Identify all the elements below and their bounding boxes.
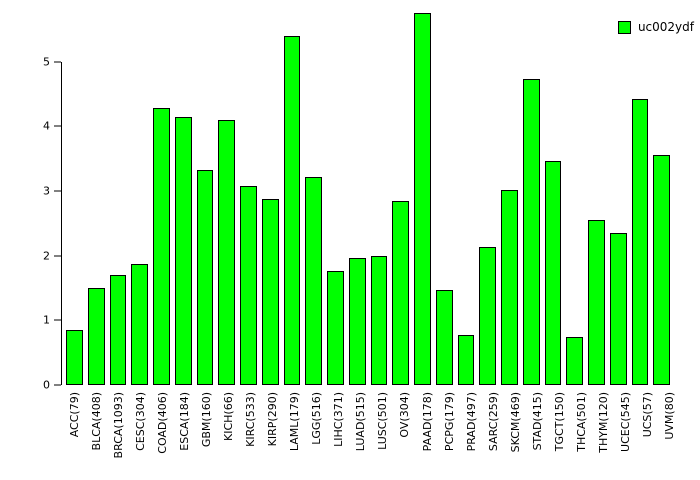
x-tick-label: SARC(259) — [486, 392, 500, 452]
bar — [240, 185, 257, 385]
bar — [109, 275, 127, 385]
bar — [522, 79, 540, 385]
x-tick-label: TGCT(150) — [552, 392, 566, 452]
x-tick-label: ACC(79) — [68, 392, 82, 438]
y-tick-label: 5 — [43, 55, 50, 69]
bar — [196, 169, 214, 385]
x-tick-label: THYM(120) — [596, 392, 610, 453]
x-tick-label: BLCA(408) — [90, 392, 104, 451]
bar — [283, 35, 301, 385]
x-tick-label: PCPG(179) — [442, 392, 456, 452]
y-tick-label: 4 — [43, 119, 50, 133]
x-tick-label: KIRC(533) — [244, 392, 258, 447]
y-tick-mark — [54, 190, 61, 192]
x-tick-label: KICH(66) — [222, 392, 236, 441]
x-tick-label: GBM(160) — [200, 392, 214, 448]
bar — [544, 160, 562, 385]
x-tick-label: SKCM(469) — [508, 392, 522, 453]
x-tick-label: UVM(80) — [662, 392, 676, 440]
y-tick-mark — [54, 125, 61, 127]
x-tick-label: BRCA(1093) — [112, 392, 126, 459]
y-tick-mark — [54, 255, 61, 257]
y-tick-mark — [54, 384, 61, 386]
x-tick-label: UCEC(545) — [618, 392, 632, 452]
x-tick-label: UCS(57) — [640, 392, 654, 438]
y-tick-mark — [54, 319, 61, 321]
y-tick-label: 0 — [43, 378, 50, 392]
x-axis-labels: ACC(79) BLCA(408) BRCA(1093) CESC(304) COAD(… — [62, 392, 682, 478]
bar — [479, 247, 496, 385]
bar — [566, 337, 583, 385]
bar — [87, 288, 105, 385]
bar — [174, 116, 192, 385]
legend-swatch — [617, 20, 631, 34]
bar — [305, 176, 322, 385]
bar — [348, 257, 366, 385]
bar — [392, 201, 409, 385]
x-tick-label: THCA(501) — [574, 392, 588, 452]
y-tick-mark — [54, 61, 61, 63]
x-tick-label: PAAD(178) — [420, 392, 434, 452]
bar — [414, 13, 431, 385]
bar — [631, 99, 649, 385]
bar — [327, 270, 344, 385]
x-tick-label: CESC(304) — [134, 392, 148, 451]
bar — [153, 108, 170, 385]
bar — [261, 199, 279, 385]
x-tick-label: LUSC(501) — [376, 392, 390, 450]
x-tick-label: STAD(415) — [530, 392, 544, 451]
bar — [218, 119, 235, 385]
legend-label: uc002ydf — [637, 20, 694, 34]
x-tick-label: LUAD(515) — [354, 392, 368, 452]
x-tick-label: PRAD(497) — [464, 392, 478, 452]
y-tick-label: 2 — [43, 249, 50, 263]
bar — [66, 330, 83, 385]
bar — [435, 289, 453, 385]
x-tick-label: ESCA(184) — [178, 392, 192, 451]
x-tick-label: LAML(179) — [288, 392, 302, 452]
bar — [457, 335, 475, 385]
bar — [653, 155, 670, 385]
x-tick-label: OV(304) — [398, 392, 412, 438]
x-tick-label: KIRP(290) — [266, 392, 280, 447]
plot-area: 0 1 2 3 4 5 — [43, 10, 674, 392]
bar — [131, 264, 148, 385]
legend: uc002ydf — [617, 20, 694, 34]
bars-container — [62, 10, 674, 385]
bar — [588, 220, 605, 385]
bar — [501, 189, 518, 385]
y-axis-line — [61, 61, 62, 385]
bar — [370, 255, 388, 385]
x-tick-label: LGG(516) — [310, 392, 324, 445]
y-tick-label: 3 — [43, 184, 50, 198]
y-tick-label: 1 — [43, 313, 50, 327]
x-tick-label: COAD(406) — [156, 392, 170, 454]
x-tick-label: LIHC(371) — [332, 392, 346, 447]
bar — [609, 233, 627, 385]
